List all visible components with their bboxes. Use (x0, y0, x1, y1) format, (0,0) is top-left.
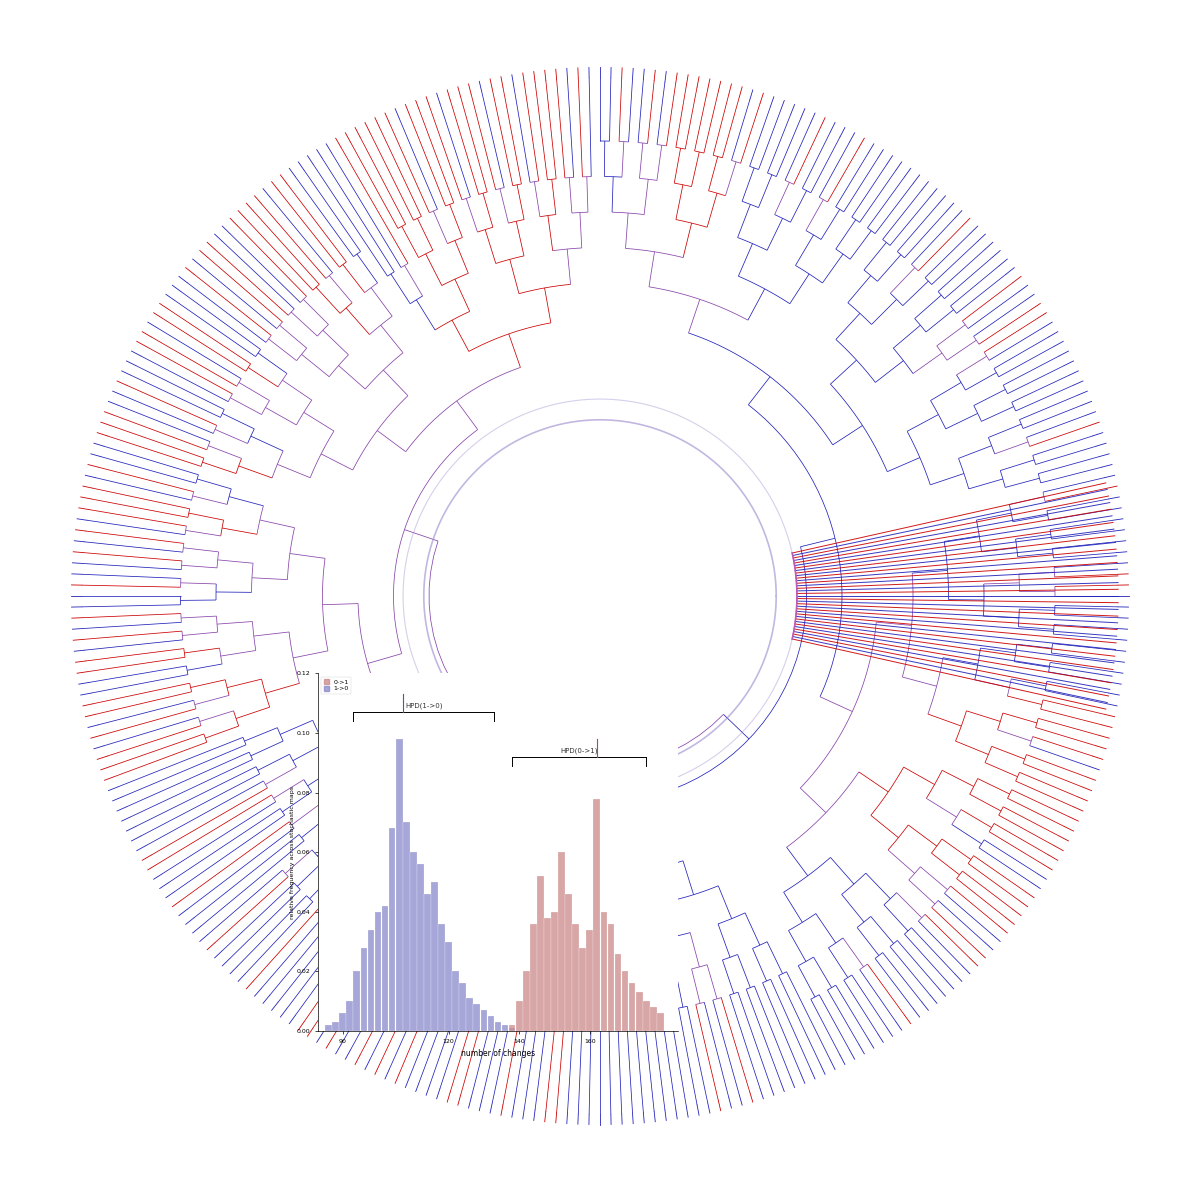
Bar (340, 1013, 346, 1031)
Bar (594, 799, 600, 1031)
Bar (467, 999, 473, 1031)
Bar (418, 864, 424, 1031)
Bar (431, 882, 438, 1031)
Bar (551, 912, 558, 1031)
Bar (614, 954, 622, 1031)
Bar (643, 1001, 649, 1031)
Bar (565, 894, 572, 1031)
Text: HPD(0->1): HPD(0->1) (560, 747, 598, 755)
Bar (325, 1025, 332, 1031)
X-axis label: number of changes: number of changes (461, 1049, 535, 1058)
Bar (572, 924, 580, 1031)
Bar (636, 992, 642, 1031)
Bar (396, 739, 402, 1031)
Bar (544, 918, 551, 1031)
Bar (374, 912, 382, 1031)
Bar (424, 894, 431, 1031)
Bar (587, 930, 593, 1031)
Bar (487, 1016, 494, 1031)
Bar (347, 1001, 353, 1031)
Bar (410, 852, 416, 1031)
Bar (538, 876, 544, 1031)
Bar (530, 924, 536, 1031)
Bar (558, 852, 565, 1031)
Bar (658, 1013, 664, 1031)
Bar (523, 971, 529, 1031)
Text: HPD(1->0): HPD(1->0) (406, 703, 443, 709)
Bar (509, 1025, 516, 1031)
Bar (474, 1004, 480, 1031)
Bar (607, 924, 614, 1031)
Bar (354, 971, 360, 1031)
Legend: 0->1, 1->0: 0->1, 1->0 (322, 677, 352, 694)
Bar (332, 1022, 340, 1031)
Bar (452, 971, 458, 1031)
Bar (389, 828, 396, 1031)
Bar (516, 1001, 522, 1031)
Bar (445, 942, 452, 1031)
Bar (509, 1028, 516, 1031)
Bar (580, 948, 586, 1031)
Bar (360, 948, 367, 1031)
Bar (403, 822, 409, 1031)
Bar (460, 983, 466, 1031)
Bar (629, 983, 636, 1031)
Bar (382, 906, 389, 1031)
Bar (480, 1010, 487, 1031)
Bar (502, 1025, 509, 1031)
Bar (650, 1007, 656, 1031)
Bar (494, 1022, 502, 1031)
Y-axis label: relative frequency across stochastic maps: relative frequency across stochastic map… (290, 786, 295, 919)
Bar (367, 930, 374, 1031)
Bar (600, 912, 607, 1031)
Bar (438, 924, 445, 1031)
Bar (622, 971, 629, 1031)
